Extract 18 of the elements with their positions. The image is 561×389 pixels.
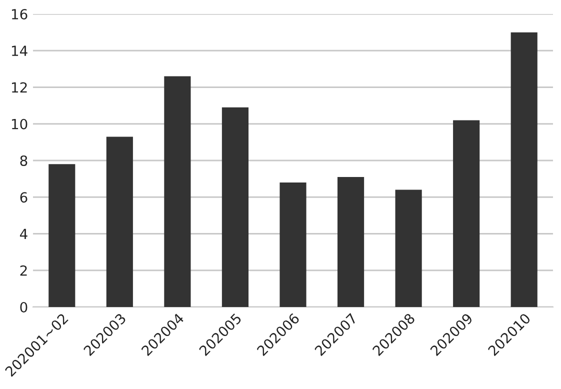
y-tick-label: 14	[12, 46, 28, 56]
y-tick-label: 6	[20, 192, 28, 203]
bar	[280, 182, 306, 307]
bar	[222, 107, 249, 307]
y-tick-label: 16	[12, 8, 28, 20]
bar	[453, 120, 480, 307]
bar	[510, 32, 538, 307]
y-tick-label: 4	[20, 228, 28, 240]
y-tick-label: 10	[12, 118, 28, 130]
bar	[337, 176, 364, 307]
bar	[48, 164, 76, 307]
y-tick-label: 0	[20, 302, 28, 312]
bar	[395, 190, 422, 307]
y-tick-label: 12	[12, 82, 27, 93]
bar	[106, 136, 133, 307]
bar	[164, 76, 191, 307]
y-tick-label: 2	[20, 265, 27, 276]
y-tick-label: 8	[20, 155, 28, 166]
